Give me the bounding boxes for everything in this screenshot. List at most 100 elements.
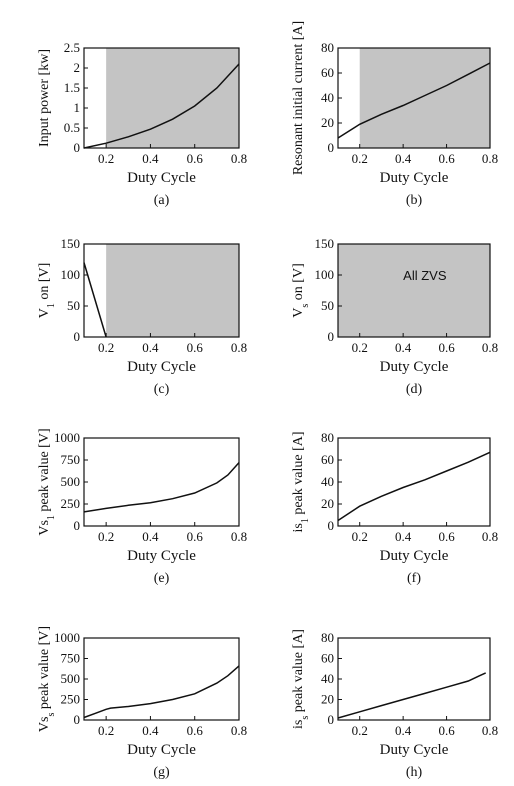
y-tick-label: 50 [321,298,334,313]
y-tick-label: 80 [321,40,334,55]
x-axis-label: Duty Cycle [127,170,196,186]
y-tick-label: 0 [74,329,81,344]
y-axis-label: Vss peak value [V] [37,626,57,732]
y-tick-label: 150 [315,236,335,251]
panel-caption: (c) [154,382,170,397]
chart-panel-a: 0.2 0.4 0.6 0.8 0 0.5 1 1.5 2 2.5 Duty Cycle (a) Inp… [37,40,247,208]
y-label-main: V [291,308,306,318]
chart-panel-d: 0.2 0.4 0.6 0.8 0 50 100 150 All ZVS Duty Cycle (d… [291,236,498,397]
y-label-subscript: s [46,713,57,717]
x-axis-label: Duty Cycle [127,548,196,564]
plot-frame [337,637,491,721]
chart-panel-h: 0.2 0.4 0.6 0.8 0 20 40 60 80 Duty Cycle (h) iss pe… [291,629,498,780]
series-line-b [337,62,491,139]
x-tick-label: 0.4 [395,723,412,738]
y-tick-label: 2 [74,60,81,75]
y-axis-label: is1 peak value [A] [291,431,311,532]
y-tick-label: 40 [321,474,334,489]
y-tick-label: 1000 [54,630,80,645]
y-tick-label: 100 [61,267,81,282]
y-label-subscript: s [300,716,311,720]
y-tick-label: 60 [321,452,334,467]
shaded-region [338,244,490,337]
plot-frame [83,637,240,721]
plot-frame [337,437,491,527]
chart-panel-c: 0.2 0.4 0.6 0.8 0 50 100 150 Duty Cycle (c) V1 on … [37,236,247,397]
series-line-c [83,262,107,338]
x-tick-label: 0.6 [187,151,204,166]
y-tick-label: 0 [328,518,335,533]
y-label-rest: on [V] [291,263,306,303]
y-tick-label: 60 [321,651,334,666]
x-tick-label: 0.2 [98,340,114,355]
x-tick-label: 0.2 [98,529,114,544]
y-label-main: V [37,308,52,318]
y-label-rest: peak value [V] [37,428,52,515]
x-tick-label: 0.2 [352,340,368,355]
annotation-label: All ZVS [403,268,447,283]
x-tick-label: 0.6 [187,723,204,738]
x-tick-label: 0.2 [98,723,114,738]
x-tick-label: 0.4 [142,151,159,166]
shaded-region [106,48,240,148]
plot-frame [83,243,240,338]
panel-caption: (d) [406,382,423,397]
series-line-a [83,63,240,149]
x-axis-label: Duty Cycle [380,170,449,186]
chart-panel-g: 0.2 0.4 0.6 0.8 0 250 500 750 1000 Duty Cycle (g) V… [37,626,247,780]
x-tick-label: 0.8 [231,151,247,166]
panel-caption: (a) [154,193,170,208]
y-axis-label: iss peak value [A] [291,629,311,729]
x-tick-label: 0.8 [231,723,247,738]
x-tick-label: 0.2 [352,723,368,738]
x-tick-label: 0.4 [395,529,412,544]
x-tick-label: 0.8 [231,529,247,544]
y-tick-label: 40 [321,90,334,105]
x-axis-label: Duty Cycle [380,548,449,564]
x-tick-label: 0.4 [142,340,159,355]
y-tick-label: 50 [67,298,80,313]
plot-frame [83,47,240,149]
y-axis-label: V1 on [V] [37,263,57,319]
x-tick-label: 0.4 [395,340,412,355]
x-tick-label: 0.6 [438,723,455,738]
y-tick-label: 20 [321,115,334,130]
y-tick-label: 150 [61,236,81,251]
y-tick-label: 0 [328,140,335,155]
x-axis-label: Duty Cycle [380,359,449,375]
y-label-subscript: 1 [46,303,57,308]
y-tick-label: 20 [321,692,334,707]
x-tick-label: 0.4 [395,151,412,166]
x-tick-label: 0.6 [187,529,204,544]
panel-caption: (h) [406,765,423,780]
y-label-subscript: 1 [300,518,311,523]
panel-caption: (f) [407,571,421,586]
y-label-rest: on [V] [37,263,52,303]
series-line-f [337,451,491,522]
y-tick-label: 0 [328,712,335,727]
y-tick-label: 2.5 [64,40,80,55]
series-line-h [337,672,487,719]
panel-caption: (b) [406,193,423,208]
y-tick-label: 750 [61,651,81,666]
y-tick-label: 1000 [54,430,80,445]
y-tick-label: 750 [61,452,81,467]
chart-panel-e: 0.2 0.4 0.6 0.8 0 250 500 750 1000 Duty Cycle (e) V… [37,428,247,586]
x-tick-label: 0.4 [142,723,159,738]
y-tick-label: 20 [321,496,334,511]
y-axis-label: Resonant initial current [A] [291,21,306,175]
plot-frame [337,243,491,338]
y-label-main: is [291,720,306,729]
x-tick-label: 0.8 [231,340,247,355]
x-tick-label: 0.6 [187,340,204,355]
y-label-subscript: s [300,304,311,308]
y-label-main: Vs [37,717,52,733]
y-label-rest: peak value [V] [37,626,52,713]
y-tick-label: 1 [74,100,81,115]
y-tick-label: 0.5 [64,120,80,135]
panel-caption: (e) [154,571,170,586]
x-tick-label: 0.8 [482,529,498,544]
y-tick-label: 80 [321,630,334,645]
y-tick-label: 0 [74,712,81,727]
